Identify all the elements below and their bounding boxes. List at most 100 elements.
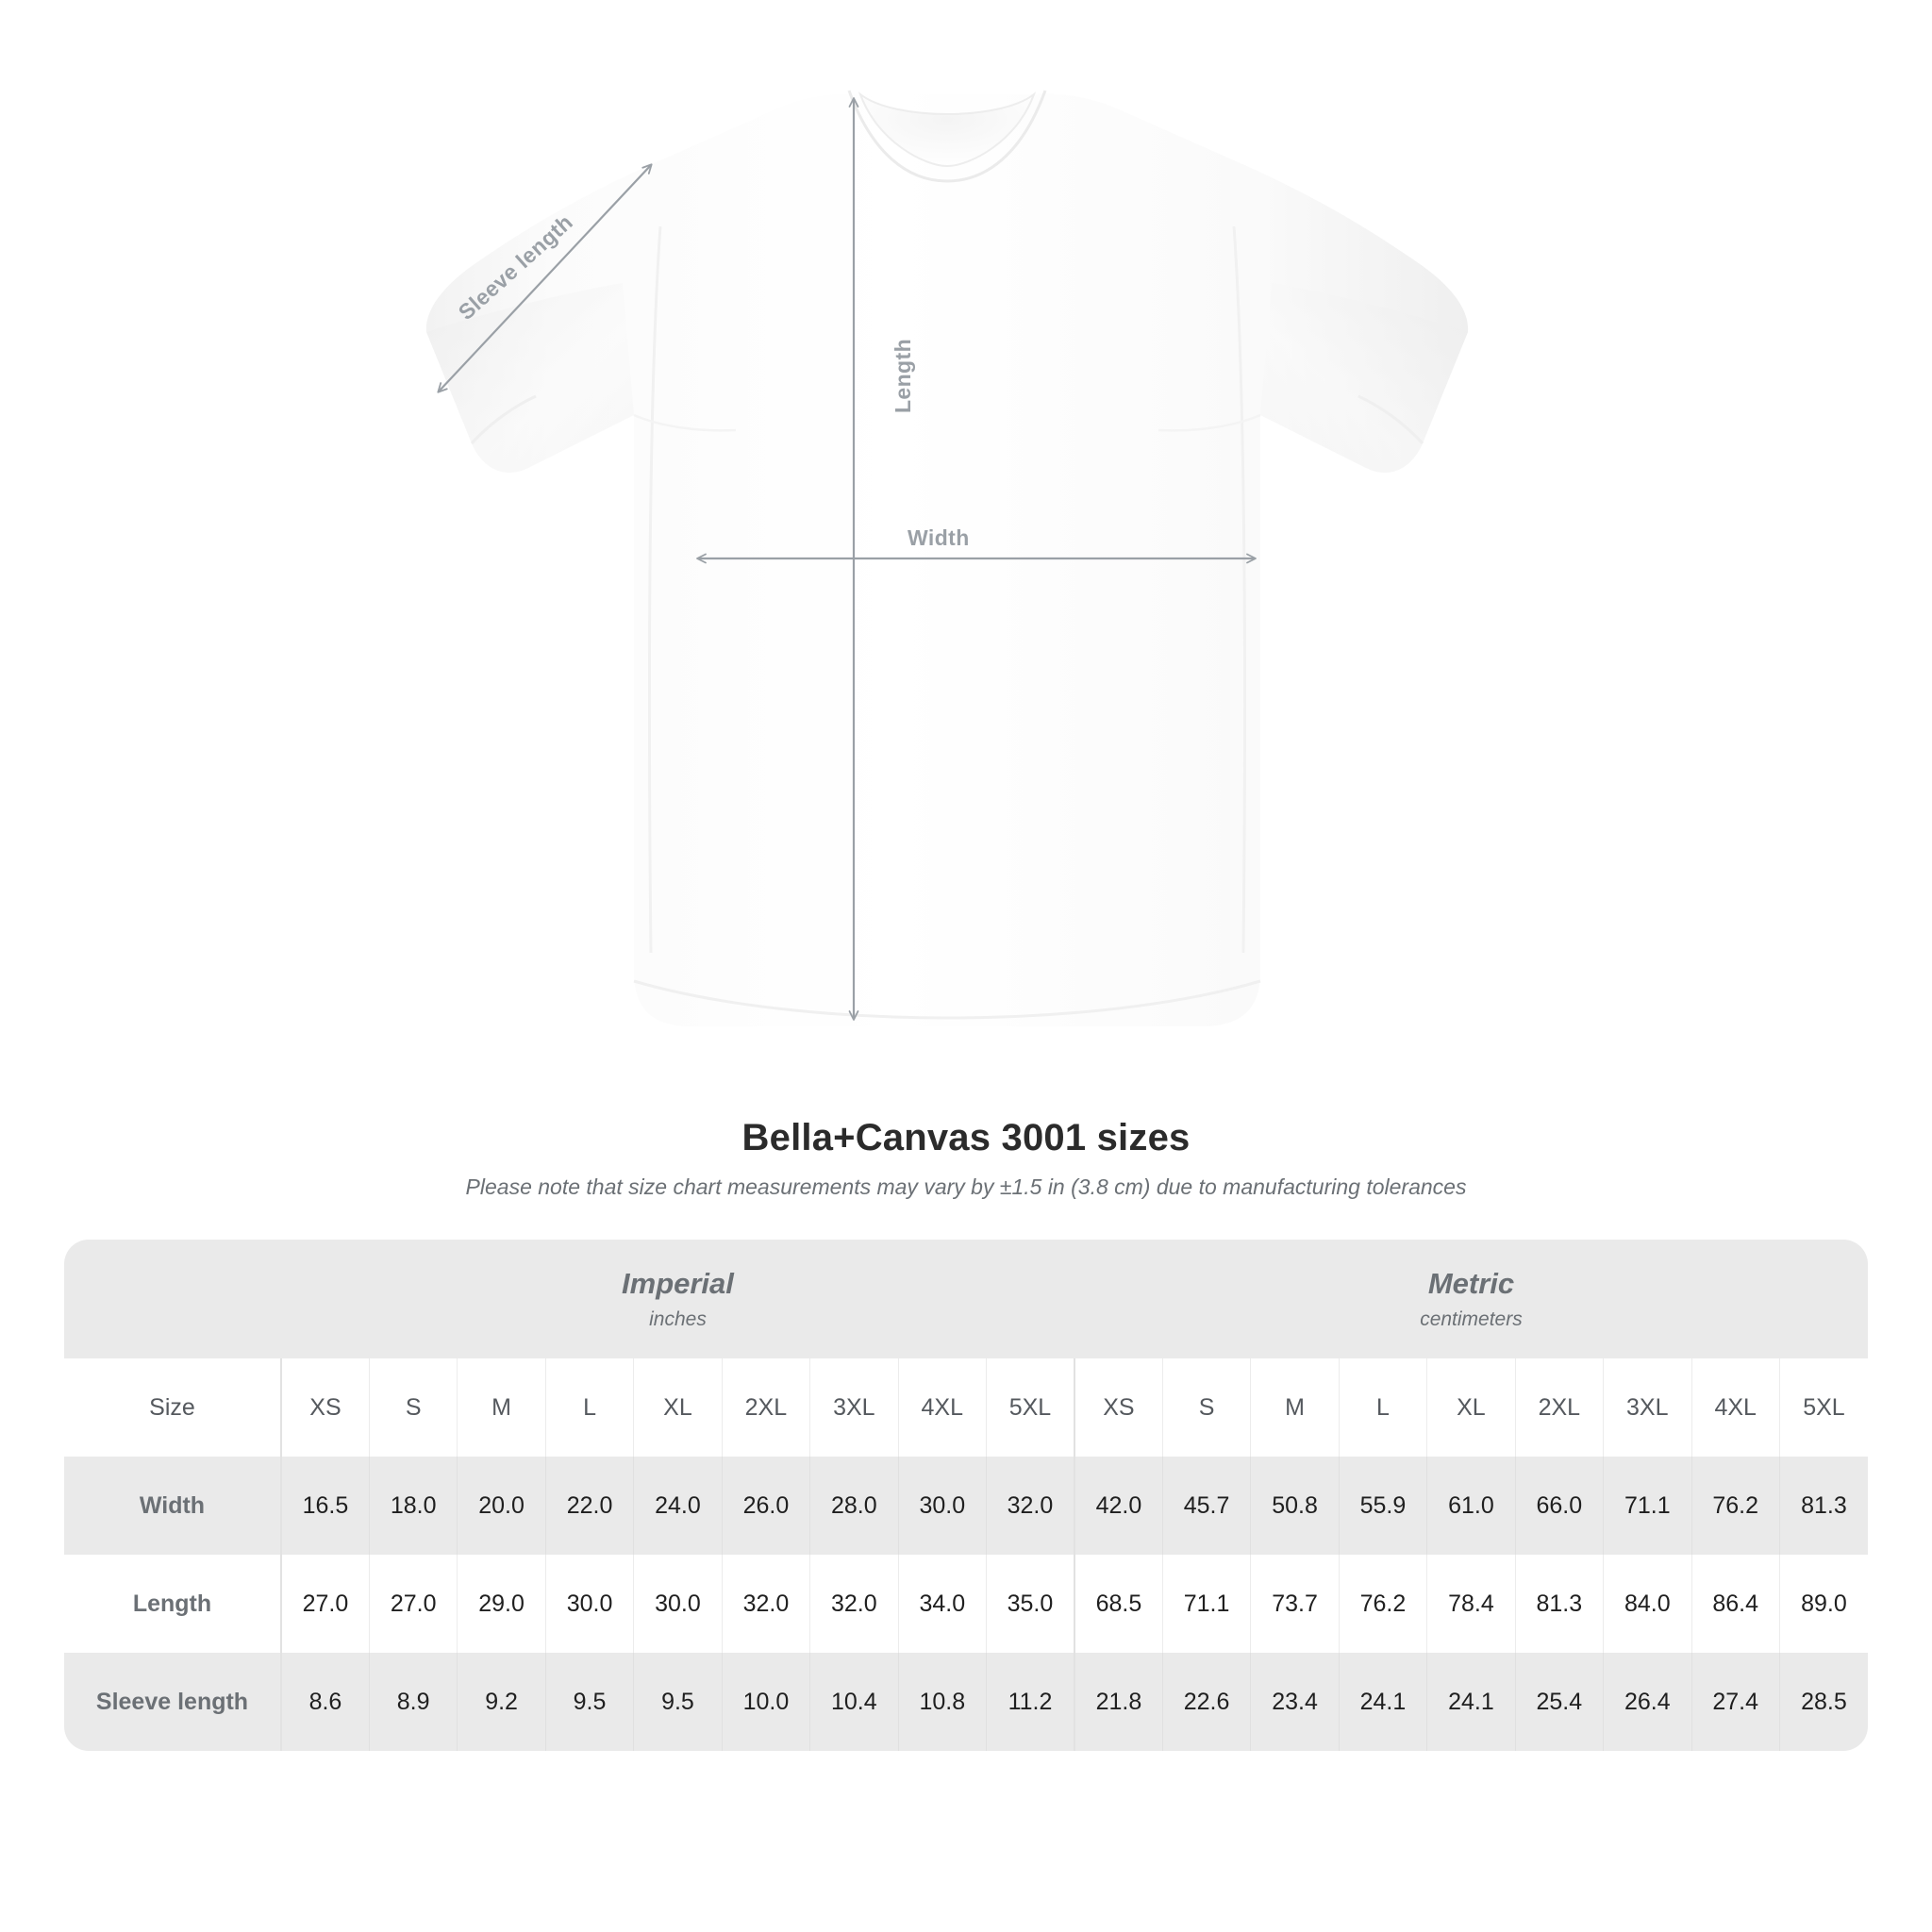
row-label-width: Width — [64, 1457, 281, 1555]
cell-width-imperial-xs: 16.5 — [279, 1457, 370, 1555]
cell-length-metric-5xl: 89.0 — [1778, 1555, 1868, 1653]
cell-length-imperial-s: 27.0 — [368, 1555, 458, 1653]
cell-width-imperial-m: 20.0 — [457, 1457, 546, 1555]
cell-sleeve-metric-4xl: 27.4 — [1690, 1653, 1780, 1751]
unit-group-imperial: Imperial inches — [281, 1240, 1074, 1358]
table-row: Length 27.0 27.0 29.0 30.0 30.0 32.0 32.… — [64, 1555, 1868, 1653]
cell-length-metric-s: 71.1 — [1161, 1555, 1251, 1653]
cell-width-imperial-3xl: 28.0 — [809, 1457, 899, 1555]
size-table: Imperial inches Metric centimeters Size … — [64, 1240, 1868, 1751]
unit-name-metric: Metric — [1427, 1266, 1515, 1300]
cell-length-imperial-4xl: 34.0 — [897, 1555, 987, 1653]
measurement-arrows — [437, 97, 1257, 1021]
cell-length-metric-xs: 68.5 — [1073, 1555, 1163, 1653]
size-header-metric-xl: XL — [1426, 1358, 1516, 1457]
cell-width-metric-m: 50.8 — [1250, 1457, 1340, 1555]
unit-sub-imperial: inches — [649, 1308, 707, 1330]
table-row: Width 16.5 18.0 20.0 22.0 24.0 26.0 28.0… — [64, 1457, 1868, 1555]
cell-length-imperial-2xl: 32.0 — [721, 1555, 810, 1653]
size-header-metric-4xl: 4XL — [1690, 1358, 1780, 1457]
size-header-imperial-s: S — [368, 1358, 458, 1457]
size-header-imperial-3xl: 3XL — [809, 1358, 899, 1457]
cell-length-metric-2xl: 81.3 — [1514, 1555, 1604, 1653]
cell-sleeve-metric-m: 23.4 — [1250, 1653, 1340, 1751]
size-header-metric-l: L — [1338, 1358, 1427, 1457]
cell-sleeve-metric-xs: 21.8 — [1073, 1653, 1163, 1751]
cell-length-imperial-xs: 27.0 — [279, 1555, 370, 1653]
row-label-sleeve-length: Sleeve length — [64, 1653, 281, 1751]
cell-length-metric-l: 76.2 — [1338, 1555, 1427, 1653]
unit-header-row: Imperial inches Metric centimeters — [64, 1240, 1868, 1358]
cell-width-metric-3xl: 71.1 — [1603, 1457, 1691, 1555]
size-header-imperial-xs: XS — [279, 1358, 370, 1457]
size-header-imperial-4xl: 4XL — [897, 1358, 987, 1457]
cell-sleeve-imperial-3xl: 10.4 — [809, 1653, 899, 1751]
cell-sleeve-metric-xl: 24.1 — [1426, 1653, 1516, 1751]
cell-width-imperial-xl: 24.0 — [633, 1457, 723, 1555]
sleeve-length-arrow — [437, 163, 653, 393]
cell-sleeve-metric-l: 24.1 — [1338, 1653, 1427, 1751]
size-header-imperial-2xl: 2XL — [721, 1358, 810, 1457]
cell-sleeve-imperial-2xl: 10.0 — [721, 1653, 810, 1751]
cell-width-metric-xs: 42.0 — [1073, 1457, 1163, 1555]
size-header-imperial-5xl: 5XL — [985, 1358, 1074, 1457]
cell-width-metric-5xl: 81.3 — [1778, 1457, 1868, 1555]
row-label-length: Length — [64, 1555, 281, 1653]
size-header-row: Size XS S M L XL 2XL 3XL 4XL 5XL XS S M … — [64, 1358, 1868, 1457]
tolerance-note: Please note that size chart measurements… — [465, 1174, 1467, 1199]
cell-length-imperial-l: 30.0 — [544, 1555, 634, 1653]
cell-sleeve-imperial-4xl: 10.8 — [897, 1653, 987, 1751]
cell-width-metric-xl: 61.0 — [1426, 1457, 1516, 1555]
size-header-metric-xs: XS — [1073, 1358, 1163, 1457]
cell-width-imperial-4xl: 30.0 — [897, 1457, 987, 1555]
size-header-imperial-xl: XL — [633, 1358, 723, 1457]
cell-width-metric-2xl: 66.0 — [1514, 1457, 1604, 1555]
size-header-imperial-l: L — [544, 1358, 634, 1457]
size-header-metric-2xl: 2XL — [1514, 1358, 1604, 1457]
size-header-metric-m: M — [1250, 1358, 1340, 1457]
cell-width-metric-l: 55.9 — [1338, 1457, 1427, 1555]
cell-width-imperial-l: 22.0 — [544, 1457, 634, 1555]
cell-sleeve-imperial-l: 9.5 — [544, 1653, 634, 1751]
size-header-imperial-m: M — [457, 1358, 546, 1457]
page-title: Bella+Canvas 3001 sizes — [741, 1117, 1191, 1158]
cell-length-metric-m: 73.7 — [1250, 1555, 1340, 1653]
cell-sleeve-metric-2xl: 25.4 — [1514, 1653, 1604, 1751]
size-header-metric-5xl: 5XL — [1778, 1358, 1868, 1457]
size-header-label: Size — [64, 1358, 281, 1457]
tshirt-diagram: Length Width Sleeve length — [425, 90, 1469, 1027]
width-label: Width — [908, 525, 970, 550]
length-label: Length — [891, 338, 916, 414]
cell-length-metric-3xl: 84.0 — [1603, 1555, 1691, 1653]
cell-width-imperial-5xl: 32.0 — [985, 1457, 1074, 1555]
cell-length-metric-4xl: 86.4 — [1690, 1555, 1780, 1653]
cell-sleeve-imperial-5xl: 11.2 — [985, 1653, 1074, 1751]
cell-sleeve-metric-3xl: 26.4 — [1603, 1653, 1691, 1751]
cell-length-imperial-5xl: 35.0 — [985, 1555, 1074, 1653]
size-header-metric-3xl: 3XL — [1603, 1358, 1691, 1457]
unit-sub-metric: centimeters — [1420, 1308, 1523, 1330]
cell-width-imperial-s: 18.0 — [368, 1457, 458, 1555]
unit-name-imperial: Imperial — [622, 1266, 734, 1300]
cell-length-imperial-xl: 30.0 — [633, 1555, 723, 1653]
cell-sleeve-imperial-s: 8.9 — [368, 1653, 458, 1751]
cell-length-metric-xl: 78.4 — [1426, 1555, 1516, 1653]
cell-sleeve-imperial-xl: 9.5 — [633, 1653, 723, 1751]
table-row: Sleeve length 8.6 8.9 9.2 9.5 9.5 10.0 1… — [64, 1653, 1868, 1751]
cell-width-metric-4xl: 76.2 — [1690, 1457, 1780, 1555]
unit-group-metric: Metric centimeters — [1074, 1240, 1868, 1358]
size-table-body: Imperial inches Metric centimeters Size … — [64, 1240, 1868, 1751]
cell-sleeve-metric-5xl: 28.5 — [1778, 1653, 1868, 1751]
size-table-container: Imperial inches Metric centimeters Size … — [64, 1240, 1868, 1751]
tshirt-illustration — [425, 90, 1469, 1027]
size-header-metric-s: S — [1161, 1358, 1251, 1457]
unit-row-spacer — [64, 1240, 281, 1358]
cell-sleeve-metric-s: 22.6 — [1161, 1653, 1251, 1751]
cell-sleeve-imperial-m: 9.2 — [457, 1653, 546, 1751]
cell-width-metric-s: 45.7 — [1161, 1457, 1251, 1555]
cell-length-imperial-m: 29.0 — [457, 1555, 546, 1653]
cell-width-imperial-2xl: 26.0 — [721, 1457, 810, 1555]
title-block: Bella+Canvas 3001 sizes Please note that… — [0, 1117, 1932, 1200]
cell-sleeve-imperial-xs: 8.6 — [279, 1653, 370, 1751]
